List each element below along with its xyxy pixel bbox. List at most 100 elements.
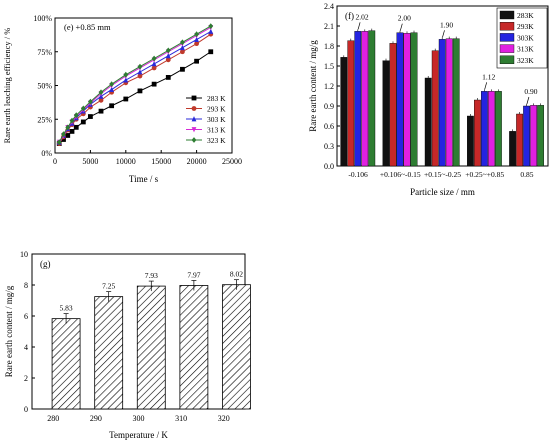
panel-e-point — [180, 49, 185, 55]
panel-e-legend-marker — [191, 106, 197, 111]
panel-f-legend-swatch — [499, 22, 515, 31]
panel-f-bar — [389, 43, 397, 167]
panel-f-legend-swatch — [499, 55, 515, 64]
panel-f-bar — [495, 91, 502, 167]
panel-e-series-2: 303 K — [56, 28, 226, 145]
panel-f-annotation-arrow — [357, 22, 361, 30]
panel-e-point — [137, 88, 143, 94]
panel-e: 0 5000 10000 15000 20000 25000 0% 25% 50% 75% 100%… — [2, 14, 242, 184]
panel-f-legend-label: 283K — [517, 11, 534, 20]
panel-g-ytick-label: 8 — [24, 281, 28, 290]
panel-f-bar — [347, 40, 355, 167]
panel-e-point — [151, 61, 157, 67]
panel-e-point — [80, 119, 86, 125]
panel-e-point — [98, 108, 104, 114]
panel-f-xlabel: Particle size / mm — [410, 187, 475, 197]
panel-g-bar — [179, 285, 209, 410]
panel-f-annotation: 1.90 — [440, 20, 453, 29]
panel-e-point — [194, 36, 199, 42]
panel-f-legend-swatch — [499, 10, 515, 20]
panel-e-point — [65, 133, 71, 138]
panel-f-annotation: 0.90 — [524, 87, 537, 96]
panel-f-annotation-arrow — [484, 82, 488, 90]
panel-g-data-label: 8.02 — [230, 270, 243, 279]
panel-g-ytick-label: 0 — [24, 405, 28, 414]
panel-f-legend-swatch — [499, 33, 515, 42]
panel-e-line-1 — [58, 33, 212, 144]
panel-f-ytick-label: 1.5 — [324, 62, 334, 71]
panel-e-legend-marker — [191, 137, 197, 143]
panel-f-annotation: 2.00 — [398, 14, 411, 23]
panel-e-point — [137, 63, 143, 70]
panel-e-xtick-label: 0 — [53, 157, 57, 166]
panel-e-legend-label: 293 K — [207, 105, 226, 114]
panel-f-bar — [424, 77, 432, 167]
panel-f-bar — [523, 105, 531, 167]
panel-g-ytick-label: 6 — [24, 312, 28, 321]
panel-e-series-3: 313 K — [56, 25, 226, 146]
panel-e-point — [73, 112, 79, 119]
panel-e-legend-label: 283 K — [207, 94, 226, 103]
panel-e-series-0: 283 K — [56, 49, 226, 146]
panel-f-annotation-arrow — [399, 23, 403, 31]
panel-f-annotation: 2.02 — [356, 12, 369, 21]
panel-e-point — [208, 28, 214, 34]
panel-f-ytick-label: 2.1 — [324, 22, 334, 31]
panel-f-legend-label: 313K — [517, 45, 534, 54]
panel-e-point — [109, 86, 115, 92]
panel-f-ylabel: Rare earth content / mg/g — [308, 40, 318, 132]
panel-e-point — [194, 31, 199, 38]
panel-f-ytick-label: 1.8 — [324, 42, 334, 51]
panel-f-ytick-label: 0.0 — [324, 162, 334, 171]
panel-f-bar — [438, 39, 446, 167]
panel-e-point — [123, 71, 129, 78]
panel-f-ytick-label: 0.6 — [324, 122, 334, 131]
panel-e-legend-label: 323 K — [207, 136, 226, 145]
panel-e-legend-marker — [191, 116, 197, 122]
panel-e-point — [151, 65, 157, 71]
panel-e-point — [61, 131, 66, 137]
panel-e-point — [137, 69, 143, 75]
panel-f-bar — [431, 50, 439, 167]
panel-g-xtick-label: 280 — [47, 414, 59, 423]
panel-e-point — [88, 98, 93, 105]
panel-f-bar — [481, 91, 488, 167]
panel-f-bar — [530, 105, 538, 167]
panel-e-point — [194, 58, 199, 64]
panel-e-ytick-label: 0% — [41, 149, 52, 158]
panel-f-bar — [452, 38, 460, 167]
panel-f-legend-label: 303K — [517, 33, 534, 42]
panel-f-legend: 283K 293K 303K 313K 323K — [496, 7, 548, 69]
panel-g-data-label: 7.97 — [187, 270, 200, 279]
panel-f: 0.0 0.3 0.6 0.9 1.2 1.5 1.8 2.1 2.4 -0.106 +0.106~… — [308, 2, 549, 197]
panel-g-data-label: 5.83 — [60, 304, 73, 313]
panel-e-xtick-label: 10000 — [116, 157, 136, 166]
panel-e-ytick-label: 75% — [37, 48, 52, 57]
panel-e-point — [123, 96, 129, 102]
panel-e-point — [151, 55, 157, 62]
panel-f-bar — [354, 31, 362, 167]
panel-g-bar — [94, 296, 124, 410]
panel-e-xtick-label: 25000 — [222, 157, 242, 166]
panel-e-point — [137, 73, 143, 79]
panel-g-ytick-label: 10 — [20, 250, 28, 259]
panel-e-point — [80, 105, 86, 112]
panel-f-legend-swatch — [499, 44, 515, 53]
panel-f-bar — [474, 99, 481, 167]
panel-g-bar — [51, 318, 81, 410]
panel-e-point — [69, 129, 75, 134]
panel-g-title: (g) — [40, 259, 51, 269]
panel-f-bar — [403, 33, 411, 167]
panel-f-bar — [509, 131, 516, 167]
panel-f-bar — [368, 30, 376, 167]
panel-e-ytick-label: 50% — [37, 82, 52, 91]
panel-g-data-label: 7.25 — [102, 282, 115, 291]
panel-f-bar — [361, 31, 369, 167]
panel-e-point — [61, 137, 66, 142]
panel-e-point — [208, 23, 214, 29]
panel-e-point — [65, 124, 71, 131]
panel-f-annotation-arrow — [442, 30, 445, 38]
panel-g-data-label: 7.93 — [145, 271, 158, 280]
panel-f-legend-label: 293K — [517, 22, 534, 31]
